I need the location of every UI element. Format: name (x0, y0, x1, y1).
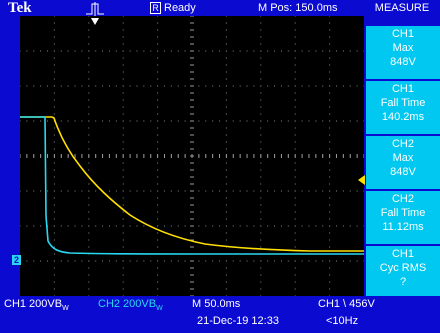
measure-slot-4[interactable]: CH2 Fall Time 11.12ms (366, 191, 440, 244)
measure-menu-title[interactable]: MEASURE (364, 0, 440, 16)
measure-name: Max (392, 152, 414, 164)
measure-value: ? (399, 276, 407, 288)
trigger-waveform-icon (86, 2, 104, 16)
date-time: 21-Dec-19 12:33 (197, 315, 279, 327)
measure-name: Cyc RMS (379, 262, 427, 274)
waveform-display (19, 15, 365, 297)
brand-logo: Tek (8, 0, 32, 16)
trigger-level-icon (358, 175, 365, 185)
ch2-scale[interactable]: CH2 200VBW (98, 298, 163, 315)
graticule (19, 15, 365, 297)
measure-value: 848V (390, 166, 416, 178)
measure-name: Fall Time (380, 207, 426, 219)
measure-channel: CH1 (391, 28, 414, 40)
trigger-position-icon (91, 18, 99, 25)
measure-channel: CH1 (391, 248, 414, 260)
timebase[interactable]: M 50.0ms (192, 298, 241, 310)
graticule-dots (19, 15, 365, 297)
main-position: M Pos: 150.0ms (258, 2, 338, 14)
measure-name: Fall Time (380, 97, 426, 109)
ch1-scale-text: CH1 200VB (4, 298, 63, 310)
measure-slot-5[interactable]: CH1 Cyc RMS ? (366, 246, 440, 299)
ch1-trace (20, 116, 364, 252)
measure-channel: CH2 (391, 193, 414, 205)
ch1-scale[interactable]: CH1 200VBW (4, 298, 69, 315)
ch2-ground-marker: 2 (12, 255, 21, 265)
measure-value: 848V (390, 56, 416, 68)
acq-status-icon: R (150, 2, 161, 14)
trigger-frequency: <10Hz (326, 315, 359, 327)
status-bar: CH1 200VBW CH2 200VBW M 50.0ms CH1 \ 456… (0, 296, 440, 333)
ch1-bw-limit: W (62, 305, 69, 313)
measure-value: 140.2ms (381, 111, 425, 123)
acquisition-status: Ready (164, 2, 196, 14)
measure-slot-2[interactable]: CH1 Fall Time 140.2ms (366, 81, 440, 134)
ch2-trace (20, 116, 364, 255)
measure-slot-1[interactable]: CH1 Max 848V (366, 26, 440, 79)
ch2-bw-limit: W (156, 305, 163, 313)
measure-value: 11.12ms (382, 221, 424, 233)
trigger-setting[interactable]: CH1 \ 456V (318, 298, 375, 310)
measure-channel: CH2 (391, 138, 414, 150)
measure-channel: CH1 (391, 83, 414, 95)
measure-slot-3[interactable]: CH2 Max 848V (366, 136, 440, 189)
ch2-scale-text: CH2 200VB (98, 298, 157, 310)
measure-name: Max (392, 42, 414, 54)
